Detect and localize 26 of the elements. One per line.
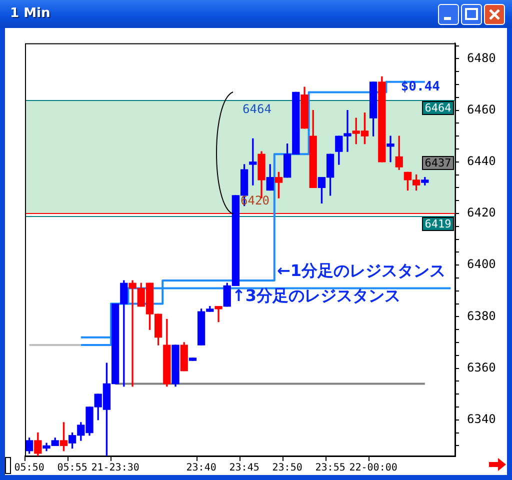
annotation: ↑3分足のレジスタンス (232, 286, 401, 306)
y-tick-label: 6340 (467, 412, 496, 426)
y-tick-label: 6420 (467, 206, 496, 220)
y-tick-label: 6460 (467, 102, 496, 116)
x-tick-label: 23:45 (229, 462, 260, 474)
annotation: 6464 (242, 102, 272, 116)
y-tick-label: 6480 (467, 50, 496, 65)
chart-title: 1 Min (10, 6, 50, 21)
x-tick-label: 22-00:00 (349, 462, 398, 474)
y-tick-label: 6380 (467, 308, 496, 323)
candlestick (214, 306, 222, 322)
annotation: $0.44 (400, 79, 440, 94)
y-tick-label: 6400 (467, 257, 496, 272)
x-tick-label: 23:55 (315, 462, 346, 474)
ref-line-label: 6419 (424, 217, 452, 230)
candlestick (386, 136, 394, 162)
y-tick-label: 6360 (467, 360, 496, 374)
y-tick-label: 6440 (467, 154, 496, 168)
x-tick-label: 23:50 (272, 462, 302, 474)
annotation: ←1分足のレジスタンス (277, 261, 446, 280)
ref-line-label: 6464 (424, 101, 452, 114)
x-tick-label: 23:40 (186, 462, 216, 474)
x-tick-label: 05:50 (14, 462, 44, 474)
x-tick-label: 05:55 (57, 462, 88, 474)
x-tick-label: 21-23:30 (91, 462, 140, 474)
annotation: 6437 (424, 156, 452, 170)
